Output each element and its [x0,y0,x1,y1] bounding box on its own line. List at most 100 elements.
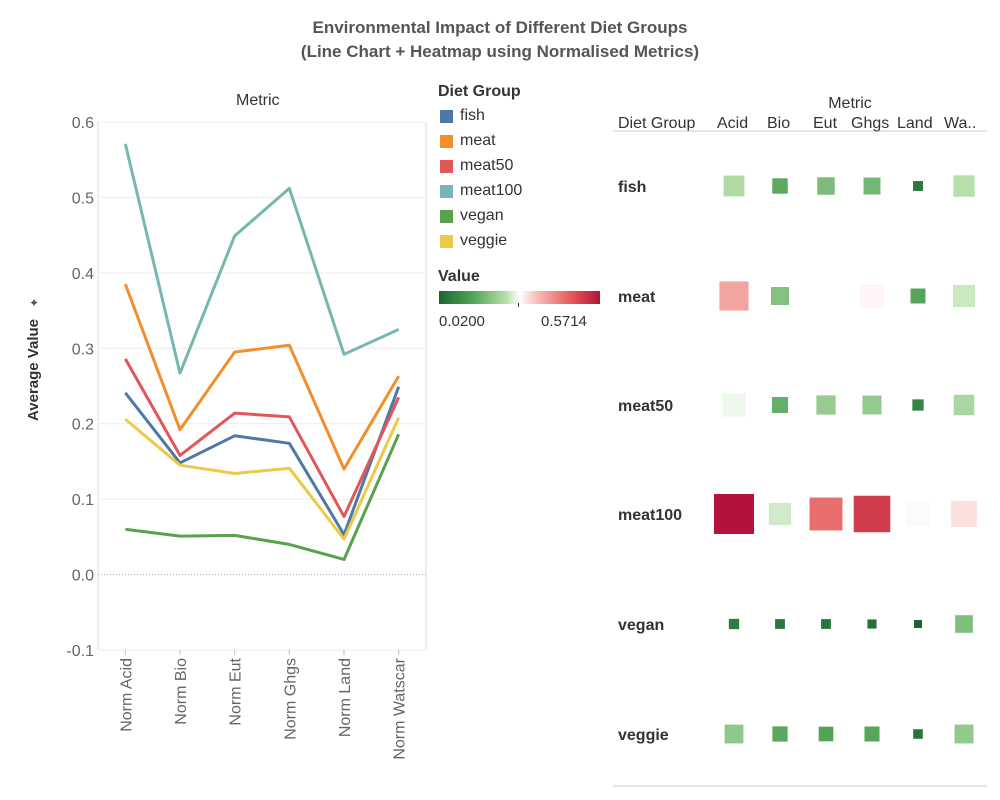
series-line-meat[interactable] [123,283,400,471]
line-chart-header: Metric [236,92,280,109]
legend-label-fish: fish [460,107,485,124]
heatmap-cell[interactable] [723,175,745,197]
heatmap-cell[interactable] [772,726,788,742]
legend-item-fish[interactable]: fish [440,106,485,126]
heatmap-cell[interactable] [771,396,789,414]
heatmap-cell[interactable] [913,729,923,739]
heatmap-cell[interactable] [859,283,885,309]
legend-item-meat[interactable]: meat [440,131,496,151]
heatmap-cell[interactable] [914,620,922,628]
heatmap-cell[interactable] [953,394,975,416]
legend-swatch-vegan [440,209,453,223]
heatmap-cell[interactable] [814,284,838,308]
value-legend-max-label: 0.5714 [541,313,587,330]
value-legend-min-label: 0.0200 [439,313,485,330]
y-tick-label: 0.1 [72,492,94,509]
heatmap-cell[interactable] [954,724,974,744]
chart-title-line-2: (Line Chart + Heatmap using Normalised M… [300,42,700,61]
heatmap-row-label: meat [618,289,656,306]
series-line-fish[interactable] [124,386,401,537]
heatmap-cell[interactable] [863,177,881,195]
y-tick-label: 0.3 [72,341,94,358]
heatmap-column-label: Wa.. [944,115,976,132]
heatmap-row-label: meat50 [618,398,673,415]
x-tick-label: Norm Watscar [392,657,409,759]
heatmap-column-label: Eut [813,115,838,132]
heatmap-cell[interactable] [951,501,977,527]
heatmap-cell[interactable] [817,177,835,195]
x-tick-label: Norm Land [337,658,354,737]
legend-item-veggie[interactable]: veggie [440,231,507,251]
heatmap-cell[interactable] [955,615,973,633]
diet-group-legend-title: Diet Group [438,83,521,100]
heatmap-cell[interactable] [821,619,831,629]
legend-label-meat100: meat100 [460,182,523,199]
heatmap-row-label: vegan [618,617,664,634]
legend-item-meat50[interactable]: meat50 [440,156,513,176]
heatmap-cell[interactable] [818,726,834,742]
heatmap-cell[interactable] [867,619,877,629]
heatmap-metric-header: Metric [828,95,872,112]
legend-swatch-fish [440,109,453,123]
series-line-vegan[interactable] [125,433,401,561]
heatmap-cell[interactable] [906,502,930,526]
legend-item-vegan[interactable]: vegan [440,206,504,226]
heatmap-cell[interactable] [910,288,926,304]
sort-pin-icon[interactable]: ✦ [29,296,39,310]
legend-swatch-meat [440,134,453,148]
heatmap-column-label: Land [897,115,933,132]
heatmap-cell[interactable] [771,287,789,305]
heatmap-cell[interactable] [809,497,843,531]
legend-label-meat50: meat50 [460,157,514,174]
heatmap-row-label: fish [618,179,646,196]
heatmap-cell[interactable] [714,494,754,534]
legend-swatch-meat50 [440,159,453,173]
heatmap-cell[interactable] [728,618,740,630]
heatmap-cell[interactable] [853,495,891,533]
heatmap-cell[interactable] [913,181,923,191]
heatmap-cell[interactable] [953,175,975,197]
heatmap-column-label: Acid [717,115,748,132]
y-axis-title: Average Value [25,319,42,421]
legend-swatch-veggie [440,234,453,248]
heatmap-row-header: Diet Group [618,115,695,132]
legend-label-meat: meat [460,132,496,149]
heatmap-cell[interactable] [775,619,785,629]
x-tick-label: Norm Bio [173,658,190,725]
legend-label-veggie: veggie [460,232,508,249]
legend-swatch-meat100 [440,184,453,198]
heatmap: Metric Diet Group Acid Bio Eut Ghgs Land Wa..… [613,95,987,787]
heatmap-cell[interactable] [768,502,792,526]
value-legend-title: Value [438,268,480,285]
heatmap-column-label: Bio [767,115,790,132]
heatmap-cell[interactable] [722,393,746,417]
heatmap-cell[interactable] [719,281,749,311]
heatmap-row-label: meat100 [618,507,682,524]
value-gradient-midpoint-tick [518,303,519,307]
heatmap-cell[interactable] [864,726,880,742]
chart-title-line-1: Environmental Impact of Different Diet G… [312,18,688,37]
legend-item-meat100[interactable]: meat100 [440,181,522,201]
legend-label-vegan: vegan [460,207,504,224]
series-line-veggie[interactable] [124,417,401,541]
y-tick-label: 0.0 [72,568,94,585]
heatmap-cell[interactable] [912,399,924,411]
series-line-meat50[interactable] [124,358,401,518]
value-color-gradient [439,291,600,304]
series-line-meat100[interactable] [123,143,400,375]
x-tick-label: Norm Acid [118,658,135,732]
heatmap-cell[interactable] [724,724,744,744]
y-tick-label: 0.2 [72,417,94,434]
heatmap-column-label: Ghgs [851,115,889,132]
heatmap-cell[interactable] [952,284,976,308]
y-tick-label: 0.6 [72,115,94,132]
heatmap-cell[interactable] [772,178,788,194]
line-chart: Average Value ✦ 0.6 0.5 0.4 0.3 0.2 0.1 0.0 -0.… [25,115,427,760]
heatmap-cell[interactable] [816,395,836,415]
y-tick-label: 0.5 [72,190,94,207]
heatmap-cell[interactable] [862,395,882,415]
y-tick-label: -0.1 [66,643,94,660]
x-tick-label: Norm Ghgs [282,658,299,740]
x-tick-label: Norm Eut [228,657,245,725]
y-tick-label: 0.4 [72,266,94,283]
